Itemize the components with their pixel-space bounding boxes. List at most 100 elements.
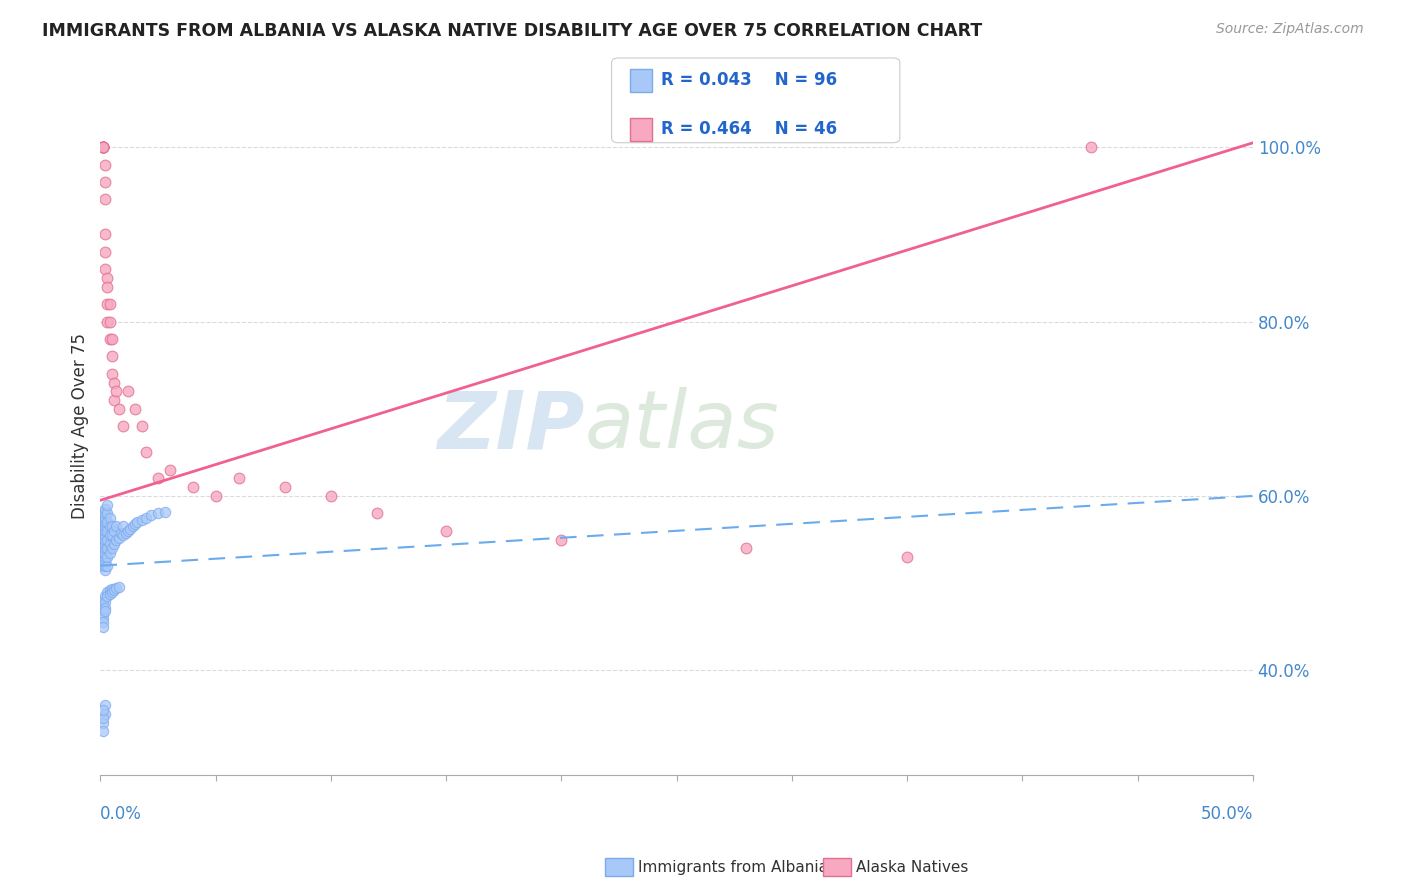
Text: ZIP: ZIP (437, 387, 585, 466)
Point (91, 598, 114, 612)
Point (91, 702, 114, 716)
Point (91, 515, 114, 529)
Point (107, 580, 129, 594)
Point (91, 533, 114, 547)
Point (105, 384, 128, 399)
Point (94, 604, 117, 618)
Point (91, 507, 114, 521)
Point (94, 510, 117, 524)
Text: R = 0.464    N = 46: R = 0.464 N = 46 (661, 120, 837, 138)
Point (124, 401, 146, 416)
Point (131, 513, 153, 527)
Point (91, 537, 114, 551)
Text: atlas: atlas (585, 387, 779, 466)
Point (110, 525, 132, 540)
Point (274, 480, 297, 494)
Text: IMMIGRANTS FROM ALBANIA VS ALASKA NATIVE DISABILITY AGE OVER 75 CORRELATION CHAR: IMMIGRANTS FROM ALBANIA VS ALASKA NATIVE… (42, 22, 983, 40)
Point (105, 582, 128, 596)
Point (94, 244, 117, 259)
Point (91, 607, 114, 621)
Point (103, 376, 125, 390)
Point (228, 471, 250, 485)
Point (96, 549, 118, 564)
Point (91, 140, 114, 154)
Point (98, 546, 121, 560)
Point (91, 517, 114, 532)
Point (94, 502, 117, 516)
Point (91, 531, 114, 545)
Point (105, 533, 128, 547)
Point (135, 445, 157, 459)
Point (98, 528, 121, 542)
Point (96, 584, 118, 599)
Point (550, 533, 572, 547)
Point (96, 507, 118, 521)
Point (91, 715, 114, 730)
Point (94, 549, 117, 564)
Point (91, 724, 114, 739)
Point (103, 537, 125, 551)
Point (135, 510, 157, 524)
Point (101, 584, 124, 599)
Point (94, 546, 117, 560)
Point (94, 227, 117, 242)
Point (94, 519, 117, 533)
Point (96, 314, 118, 328)
Text: 50.0%: 50.0% (1201, 805, 1253, 823)
Point (91, 620, 114, 634)
Point (101, 582, 124, 597)
Point (91, 519, 114, 533)
Point (101, 332, 124, 346)
Point (96, 541, 118, 556)
Point (107, 401, 129, 416)
Point (103, 524, 125, 538)
Point (146, 471, 169, 485)
Point (94, 698, 117, 713)
Point (112, 519, 135, 533)
Point (94, 507, 117, 521)
Text: R = 0.043    N = 96: R = 0.043 N = 96 (661, 71, 837, 89)
Point (98, 510, 121, 524)
Point (91, 505, 114, 519)
Point (94, 158, 117, 172)
Point (96, 589, 118, 603)
Point (105, 519, 128, 533)
Point (117, 384, 139, 399)
Point (96, 558, 118, 573)
Point (94, 524, 117, 538)
Point (94, 175, 117, 189)
Point (96, 498, 118, 512)
Point (91, 615, 114, 630)
Point (112, 528, 135, 542)
Point (96, 524, 118, 538)
Point (91, 510, 114, 524)
Point (91, 593, 114, 607)
Point (98, 297, 121, 311)
Point (91, 513, 114, 527)
Point (94, 595, 117, 609)
Point (124, 516, 146, 531)
Point (96, 297, 118, 311)
Point (434, 524, 457, 538)
Point (91, 558, 114, 573)
Point (98, 332, 121, 346)
Point (94, 558, 117, 573)
Point (91, 522, 114, 536)
Y-axis label: Disability Age Over 75: Disability Age Over 75 (72, 334, 89, 519)
Point (121, 519, 143, 533)
Point (96, 515, 118, 529)
Point (91, 554, 114, 568)
Text: Source: ZipAtlas.com: Source: ZipAtlas.com (1216, 22, 1364, 37)
Point (94, 563, 117, 577)
Text: 0.0%: 0.0% (100, 805, 142, 823)
Point (98, 537, 121, 551)
Point (94, 515, 117, 529)
Point (91, 140, 114, 154)
Point (181, 480, 204, 494)
Point (94, 537, 117, 551)
Point (91, 140, 114, 154)
Point (98, 519, 121, 533)
Point (94, 554, 117, 568)
Point (319, 489, 342, 503)
Point (101, 367, 124, 381)
